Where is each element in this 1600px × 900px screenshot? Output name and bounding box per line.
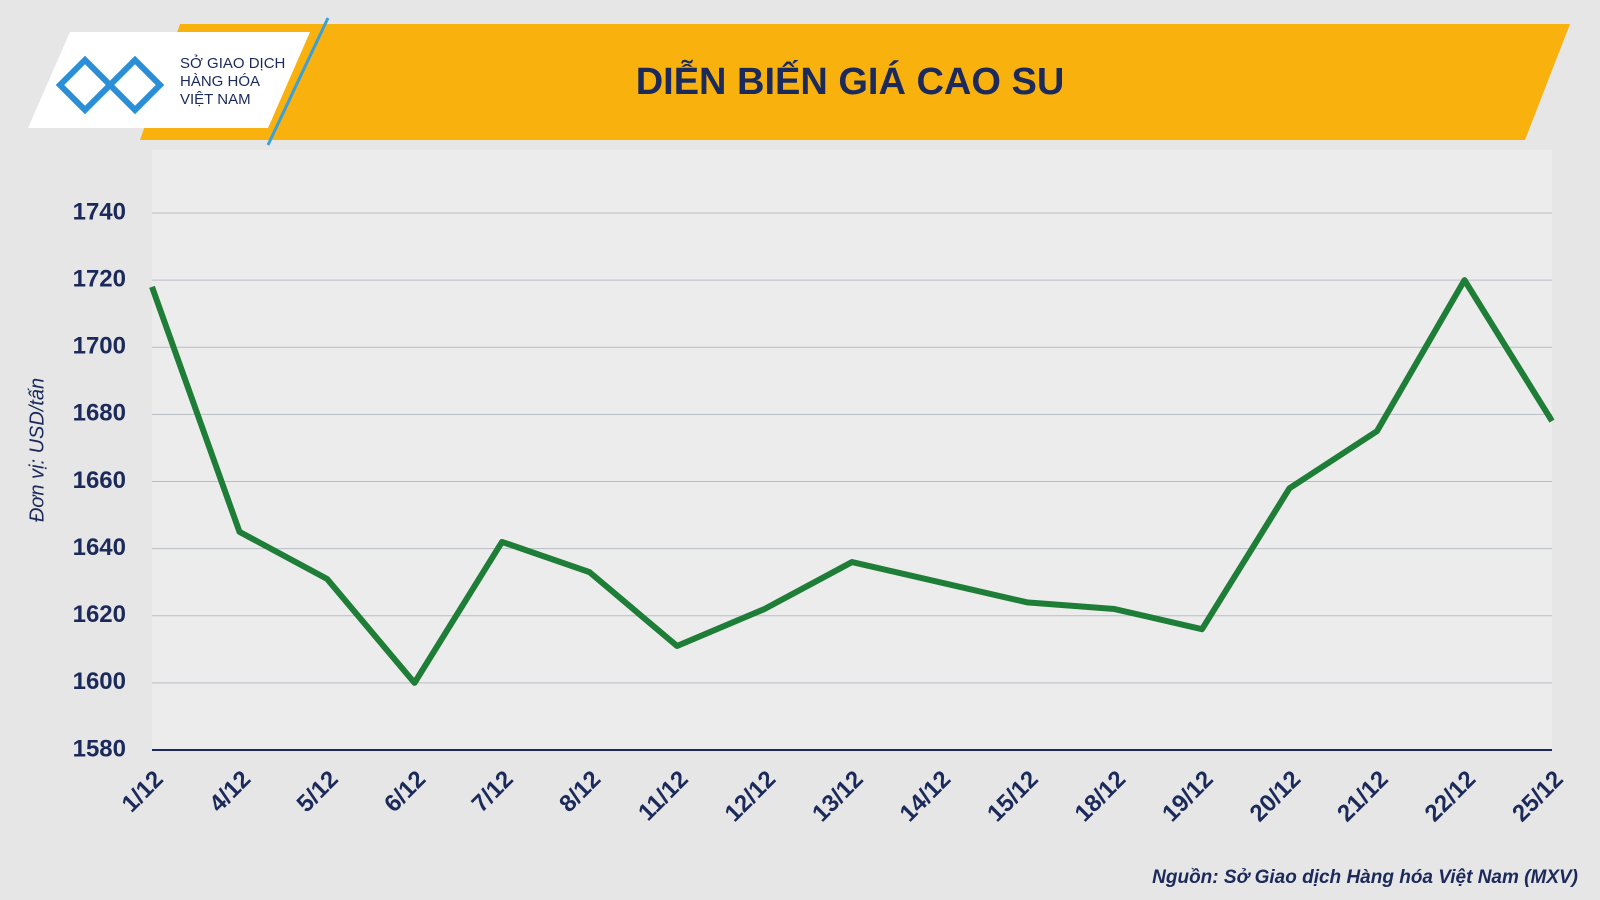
y-tick-label: 1600 xyxy=(73,668,126,695)
y-tick-label: 1720 xyxy=(73,265,126,292)
y-tick-label: 1640 xyxy=(73,534,126,561)
y-axis-label: Đơn vị: USD/tấn xyxy=(26,378,48,522)
logo-accent xyxy=(266,17,330,146)
y-tick-label: 1580 xyxy=(73,735,126,762)
logo-text: HÀNG HÓA xyxy=(180,73,260,90)
plot-background xyxy=(152,150,1552,750)
title-banner xyxy=(140,24,1570,140)
logo-mark xyxy=(55,55,165,115)
y-tick-label: 1700 xyxy=(73,333,126,360)
chart-title: DIỄN BIẾN GIÁ CAO SU xyxy=(636,59,1065,103)
price-line xyxy=(149,277,1555,686)
y-tick-label: 1740 xyxy=(73,198,126,225)
y-tick-label: 1660 xyxy=(73,467,126,494)
logo-box xyxy=(28,32,310,128)
logo-text: VIỆT NAM xyxy=(180,91,251,108)
y-tick-label: 1680 xyxy=(73,400,126,427)
y-tick-label: 1620 xyxy=(73,601,126,628)
source-note: Nguồn: Sở Giao dịch Hàng hóa Việt Nam (M… xyxy=(1152,867,1578,888)
logo-text: SỞ GIAO DỊCH xyxy=(180,54,285,72)
